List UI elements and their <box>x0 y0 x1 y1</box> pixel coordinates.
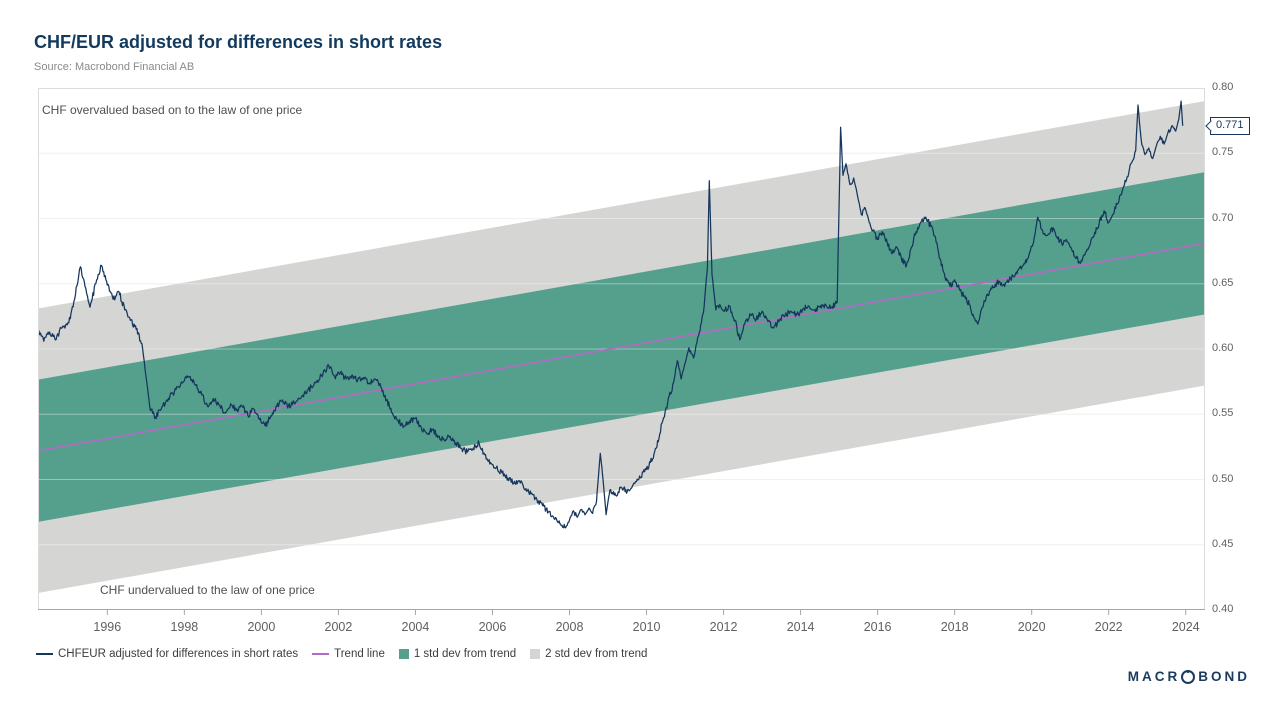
y-axis-label: 0.60 <box>1212 342 1234 354</box>
legend-label: 1 std dev from trend <box>413 648 517 660</box>
y-axis-label: 0.50 <box>1212 472 1234 485</box>
page-title: CHF/EUR adjusted for differences in shor… <box>34 32 443 52</box>
x-axis-label: 2024 <box>1171 620 1200 634</box>
logo-text-pre: MACR <box>1127 669 1181 684</box>
y-axis-label: 0.70 <box>1212 211 1234 224</box>
legend-label: CHFEUR adjusted for differences in short… <box>58 648 299 660</box>
x-axis-label: 2002 <box>324 620 353 634</box>
std2-band-swatch-icon <box>530 649 541 659</box>
y-axis-label: 0.80 <box>1212 81 1234 93</box>
annotation-overvalued: CHF overvalued based on to the law of on… <box>42 103 303 117</box>
logo-text-post: BOND <box>1198 669 1250 684</box>
x-axis-label: 2010 <box>632 620 661 634</box>
y-axis-label: 0.55 <box>1212 407 1234 420</box>
legend-label: 2 std dev from trend <box>545 648 648 660</box>
annotation-undervalued: CHF undervalued to the law of one price <box>100 583 315 597</box>
chart-canvas <box>38 88 1205 615</box>
legend-item-std1: 1 std dev from trend <box>398 648 517 660</box>
y-axis-label: 0.40 <box>1212 603 1234 615</box>
trend-line-swatch-icon <box>312 653 330 655</box>
x-axis-label: 2014 <box>786 620 815 634</box>
legend: CHFEUR adjusted for differences in short… <box>36 648 647 660</box>
legend-item-trend: Trend line <box>312 648 385 660</box>
x-axis-label: 2000 <box>247 620 276 634</box>
last-value-callout: 0.771 <box>1210 116 1250 135</box>
legend-item-std2: 2 std dev from trend <box>530 648 647 660</box>
x-axis-label: 1996 <box>93 620 122 634</box>
legend-item-series: CHFEUR adjusted for differences in short… <box>36 648 298 660</box>
x-axis-label: 2020 <box>1017 620 1046 634</box>
y-axis-label: 0.65 <box>1212 276 1234 289</box>
y-axis-label: 0.45 <box>1212 537 1234 550</box>
std1-band-swatch-icon <box>398 649 409 659</box>
legend-label: Trend line <box>334 648 385 660</box>
x-axis-label: 2008 <box>555 620 584 634</box>
plot-area: CHF overvalued based on to the law of on… <box>38 88 1205 618</box>
y-axis-label: 0.75 <box>1212 146 1234 159</box>
x-axis-label: 1998 <box>170 620 199 634</box>
macrobond-logo: MACR BOND <box>1128 669 1250 684</box>
series-line-swatch-icon <box>36 653 53 655</box>
logo-o-icon <box>1181 669 1196 684</box>
x-axis-label: 2016 <box>863 620 892 634</box>
x-axis-label: 2006 <box>478 620 507 634</box>
x-axis-label: 2018 <box>940 620 969 634</box>
source-note: Source: Macrobond Financial AB <box>34 61 195 73</box>
x-axis-label: 2012 <box>709 620 738 634</box>
x-axis-label: 2004 <box>401 620 430 634</box>
x-axis-label: 2022 <box>1094 620 1123 634</box>
